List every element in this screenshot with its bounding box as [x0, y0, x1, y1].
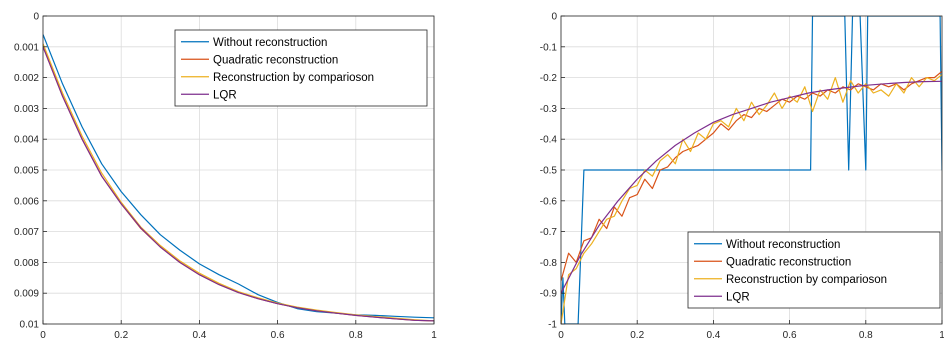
x-tick-label: 1 [939, 330, 944, 340]
y-tick-label: 0.002 [14, 73, 39, 84]
y-tick-label: 0.003 [14, 104, 39, 115]
y-tick-label: -0.5 [540, 166, 558, 177]
y-tick-label: 0.005 [14, 166, 39, 177]
y-tick-label: -0.4 [540, 135, 558, 146]
y-tick-label: 0.001 [14, 42, 39, 53]
x-tick-label: 0 [40, 330, 46, 340]
legend-entry-label: Without reconstruction [213, 37, 327, 49]
y-tick-label: -0.7 [540, 227, 558, 238]
y-tick-label: 0.01 [20, 320, 40, 331]
y-tick-label: -0.9 [540, 289, 558, 300]
y-tick-label: -0.1 [540, 42, 558, 53]
x-tick-label: 1 [431, 330, 437, 340]
y-tick-label: 0 [33, 12, 39, 23]
x-tick-label: 0.8 [349, 330, 363, 340]
y-tick-label: 0.004 [14, 135, 39, 146]
y-tick-label: -1 [548, 320, 557, 331]
series-line-comparison [561, 74, 942, 324]
series-line-lqr [43, 46, 434, 322]
series-line-quadratic [561, 70, 942, 282]
legend-entry-label: LQR [726, 291, 750, 303]
right-plot: 0 0.2 0.4 0.6 0.8 1 0 -0.1 -0.2 -0.3 -0.4 -0.5 -0.6 -… [540, 12, 944, 340]
legend-entry-label: Reconstruction by comparioson [726, 274, 887, 286]
y-tick-label: -0.8 [540, 258, 558, 269]
y-tick-label: 0 [551, 12, 557, 23]
y-tick-label: 0.008 [14, 258, 39, 269]
y-tick-label: 0.009 [14, 289, 39, 300]
series-line-lqr [561, 80, 942, 294]
x-tick-label: 0 [558, 330, 564, 340]
legend-entry-label: Quadratic reconstruction [726, 256, 851, 268]
legend-box [687, 231, 941, 309]
x-tick-label: 0.4 [706, 330, 720, 340]
x-tick-label: 0.6 [783, 330, 797, 340]
legend: Without reconstruction Quadratic reconstr… [174, 29, 428, 107]
legend-entry-label: Quadratic reconstruction [213, 54, 338, 66]
y-tick-label: -0.6 [540, 196, 558, 207]
y-tick-label: -0.3 [540, 104, 558, 115]
legend-box [174, 29, 428, 107]
legend-entry-label: Without reconstruction [726, 239, 840, 251]
legend: Without reconstruction Quadratic reconstr… [687, 231, 941, 309]
y-tick-label: 0.006 [14, 196, 39, 207]
x-tick-label: 0.2 [114, 330, 128, 340]
left-plot: 0 0.2 0.4 0.6 0.8 1 0 0.001 0.002 0.003 0.004 0.005… [14, 12, 437, 340]
x-tick-label: 0.8 [859, 330, 873, 340]
legend-entry-label: Reconstruction by comparioson [213, 72, 374, 84]
y-tick-label: 0.007 [14, 227, 39, 238]
series-line-without [43, 34, 434, 319]
legend-entry-label: LQR [213, 89, 237, 101]
x-tick-label: 0.6 [271, 330, 285, 340]
x-tick-label: 0.4 [192, 330, 206, 340]
y-tick-label: -0.2 [540, 73, 558, 84]
x-tick-label: 0.2 [630, 330, 644, 340]
